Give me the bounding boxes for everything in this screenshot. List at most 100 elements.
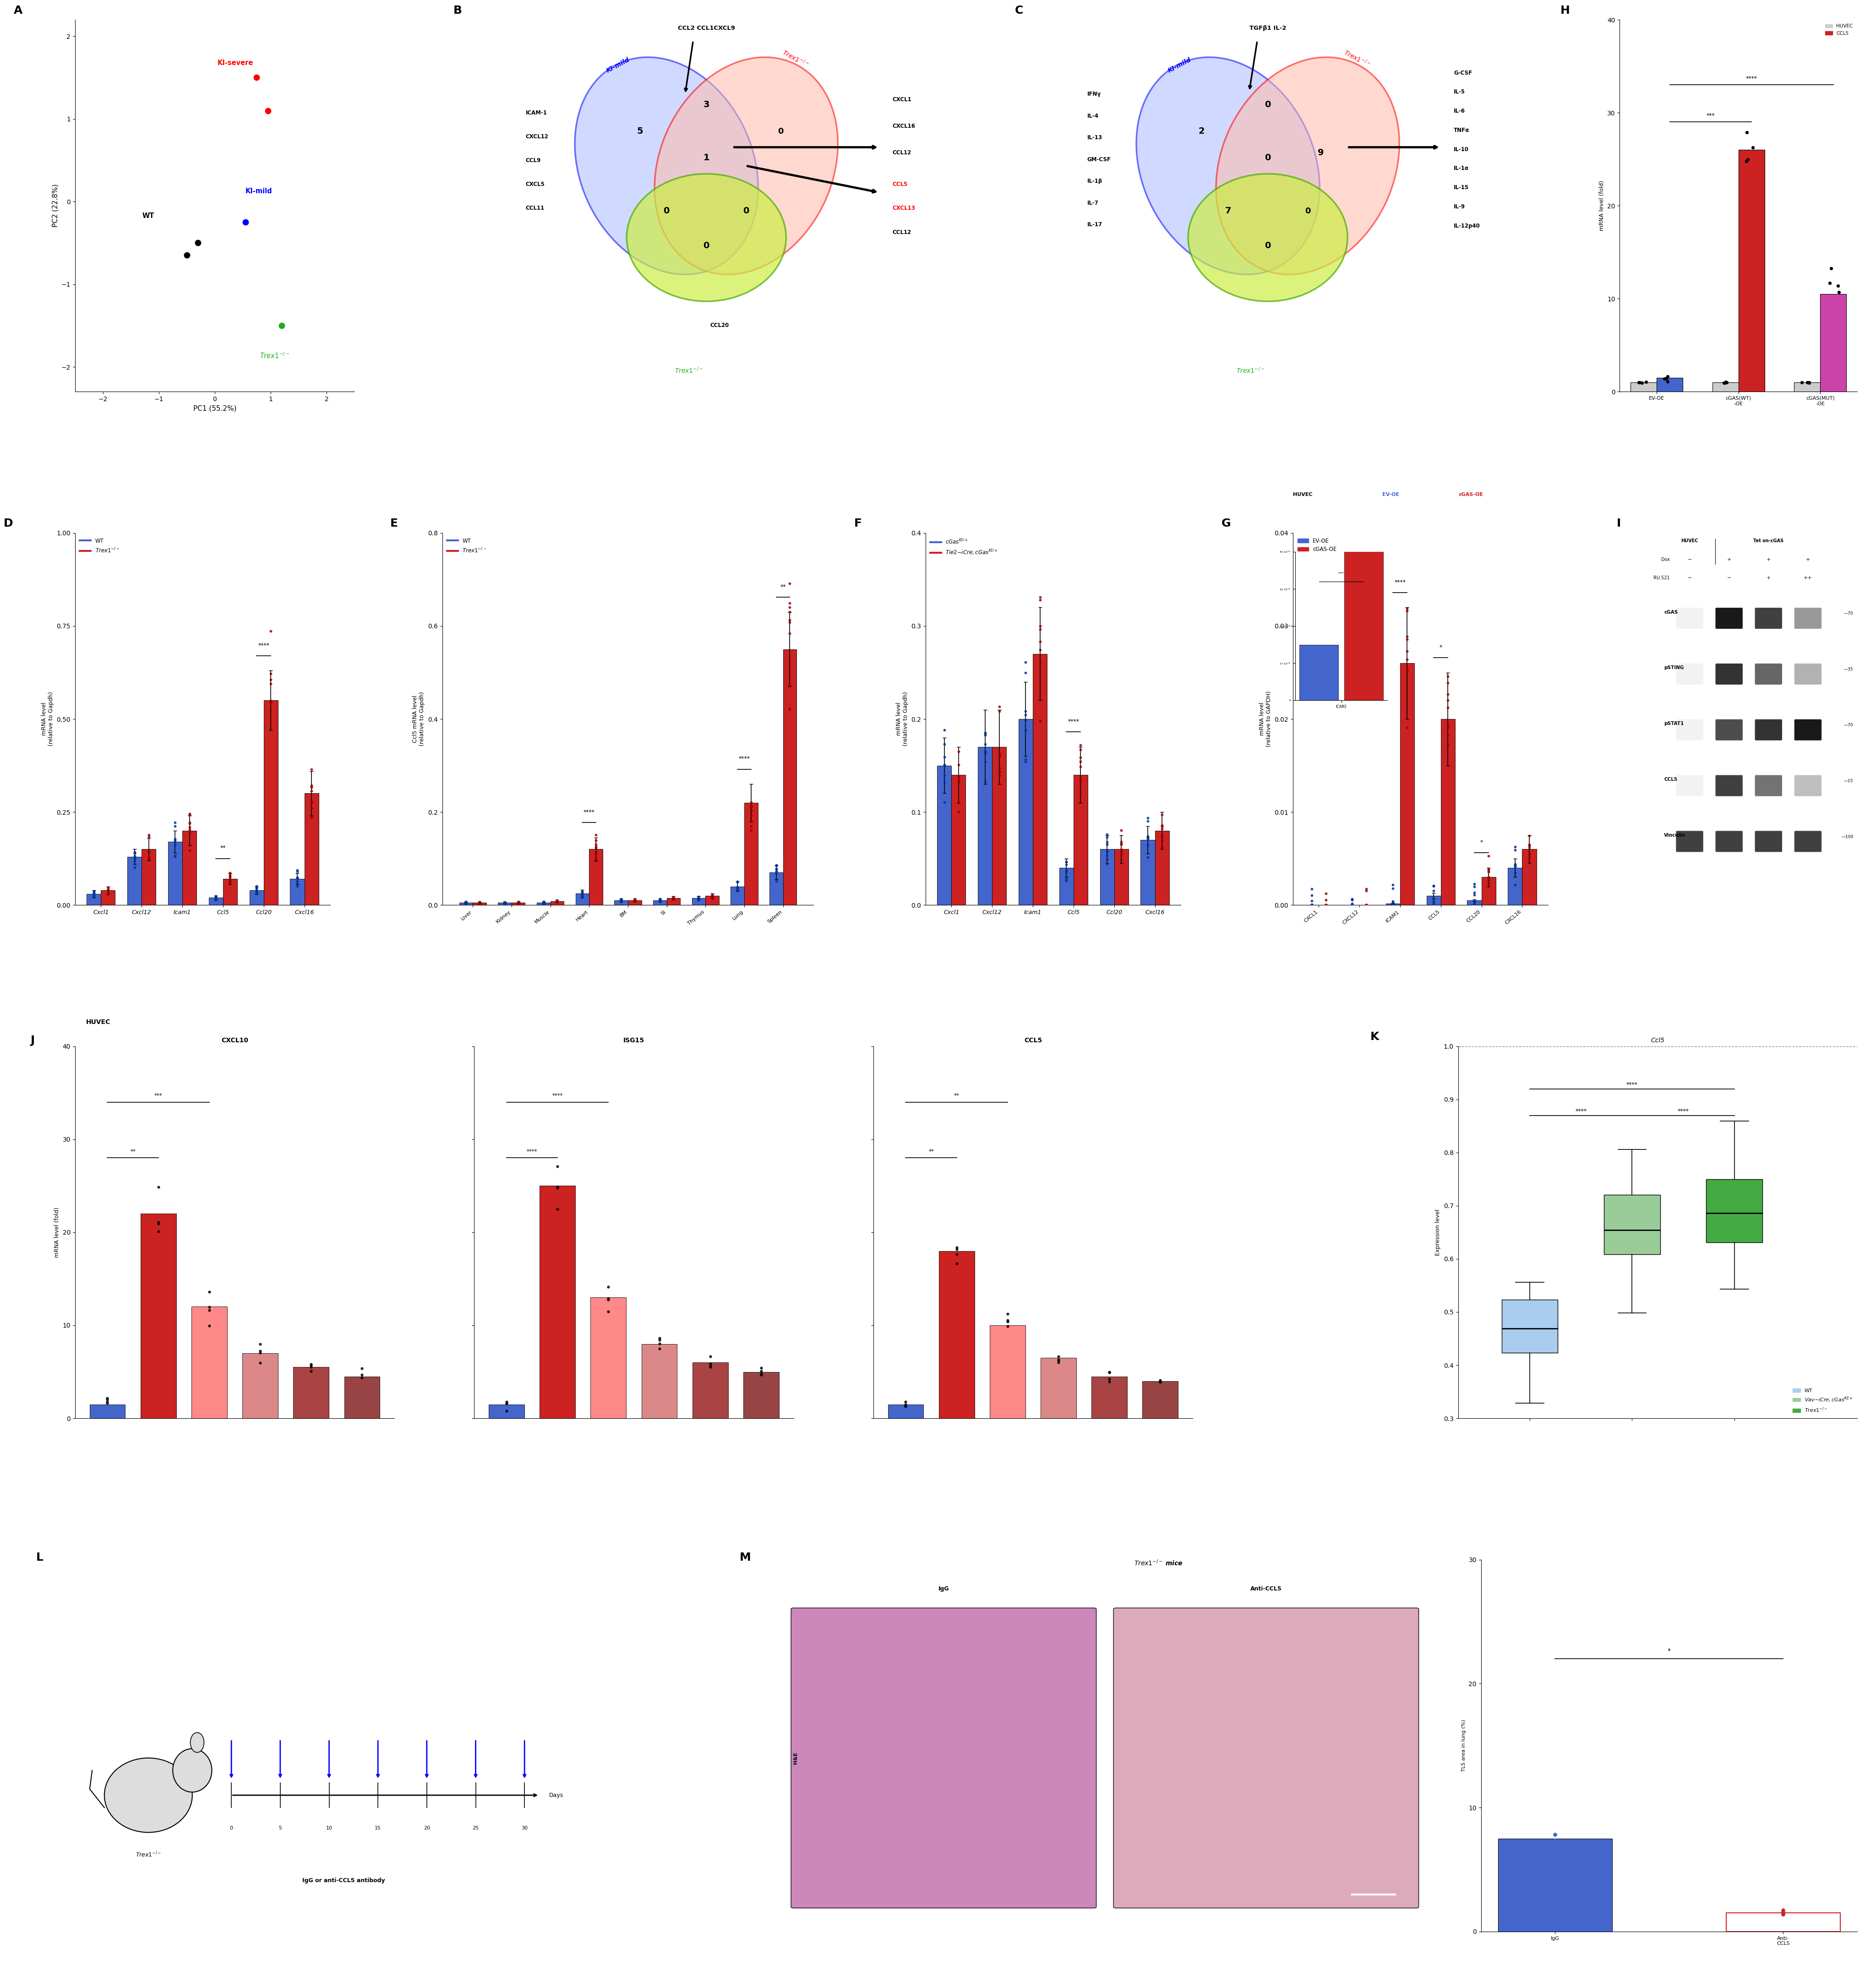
Point xyxy=(1051,863,1081,895)
Point xyxy=(1011,656,1041,688)
Point xyxy=(1133,802,1163,834)
Point xyxy=(942,1248,972,1279)
FancyBboxPatch shape xyxy=(1793,775,1822,796)
Text: HUVEC: HUVEC xyxy=(1293,493,1313,497)
Point xyxy=(201,885,231,917)
Point xyxy=(216,861,246,893)
Text: CXCL13: CXCL13 xyxy=(893,205,915,211)
Point xyxy=(503,887,533,918)
Point xyxy=(1501,832,1531,863)
Point xyxy=(503,887,533,918)
Point xyxy=(542,885,572,917)
Point xyxy=(231,207,261,238)
Point xyxy=(529,887,559,918)
Point xyxy=(159,830,189,861)
Text: 0: 0 xyxy=(664,207,670,215)
FancyBboxPatch shape xyxy=(1793,832,1822,851)
Point xyxy=(1051,855,1081,887)
Bar xyxy=(473,903,486,905)
Bar xyxy=(242,1354,278,1419)
Point xyxy=(645,885,675,917)
Point xyxy=(133,820,163,851)
Point xyxy=(347,1360,377,1392)
Point xyxy=(1816,252,1846,284)
Text: Vinculin: Vinculin xyxy=(1664,834,1685,838)
Point xyxy=(1514,820,1544,851)
Point xyxy=(92,1388,122,1419)
Point xyxy=(1793,367,1823,398)
Point xyxy=(582,844,612,875)
Point xyxy=(658,881,688,913)
Point xyxy=(1377,873,1407,905)
Point xyxy=(216,867,246,899)
Point xyxy=(1392,643,1422,674)
Point xyxy=(503,887,533,918)
Point xyxy=(1011,714,1041,745)
Ellipse shape xyxy=(173,1748,212,1792)
Text: IL-17: IL-17 xyxy=(1086,223,1103,229)
Point xyxy=(683,881,713,913)
Point xyxy=(929,759,959,790)
Point xyxy=(1473,861,1503,893)
Point xyxy=(567,879,597,911)
Point xyxy=(606,883,636,915)
Point xyxy=(133,844,163,875)
Point xyxy=(696,1352,726,1384)
Point xyxy=(985,737,1015,769)
Y-axis label: mRNA level
(relative to Gapdh): mRNA level (relative to Gapdh) xyxy=(41,692,54,747)
Point xyxy=(92,1382,122,1413)
Point xyxy=(347,1362,377,1393)
Point xyxy=(735,794,765,826)
Legend: WT, $Trex1^{-/-}$: WT, $Trex1^{-/-}$ xyxy=(77,536,122,556)
Point xyxy=(643,1323,673,1354)
Point xyxy=(159,840,189,871)
Point xyxy=(490,887,520,918)
Point xyxy=(1311,889,1341,920)
Point xyxy=(762,855,792,887)
Point xyxy=(1011,743,1041,775)
Point xyxy=(593,1283,623,1315)
Point xyxy=(985,757,1015,788)
Point xyxy=(735,800,765,832)
Point xyxy=(970,745,1000,777)
Point xyxy=(465,887,495,918)
Point xyxy=(658,881,688,913)
Point xyxy=(296,802,326,834)
Point xyxy=(645,885,675,917)
Point xyxy=(201,881,231,913)
Point xyxy=(1107,840,1137,871)
Point xyxy=(242,875,272,907)
Text: 9: 9 xyxy=(1317,148,1324,158)
Point xyxy=(722,873,752,905)
Point xyxy=(281,853,311,885)
Point xyxy=(201,883,231,915)
Text: −: − xyxy=(1728,576,1732,579)
Point xyxy=(133,836,163,867)
Point xyxy=(735,806,765,838)
Point xyxy=(1433,729,1463,761)
Point xyxy=(658,881,688,913)
Point xyxy=(762,855,792,887)
Point xyxy=(1377,885,1407,917)
Text: −: − xyxy=(1688,558,1692,562)
Bar xyxy=(1713,382,1739,392)
Point xyxy=(1024,583,1054,615)
Point xyxy=(1146,810,1176,842)
Point xyxy=(606,883,636,915)
Point xyxy=(735,810,765,842)
Point xyxy=(490,887,520,918)
Point xyxy=(1338,889,1368,920)
Point xyxy=(174,816,204,848)
Bar xyxy=(769,873,782,905)
Point xyxy=(606,885,636,917)
Bar xyxy=(977,747,992,905)
Point xyxy=(1418,869,1448,901)
Point xyxy=(582,832,612,863)
Point xyxy=(1338,883,1368,915)
Point xyxy=(1043,1340,1073,1372)
Text: 10: 10 xyxy=(326,1825,332,1831)
Text: IL-1β: IL-1β xyxy=(1086,177,1103,183)
Text: cGAS: cGAS xyxy=(1664,609,1677,615)
Point xyxy=(1392,654,1422,686)
Point xyxy=(201,883,231,915)
